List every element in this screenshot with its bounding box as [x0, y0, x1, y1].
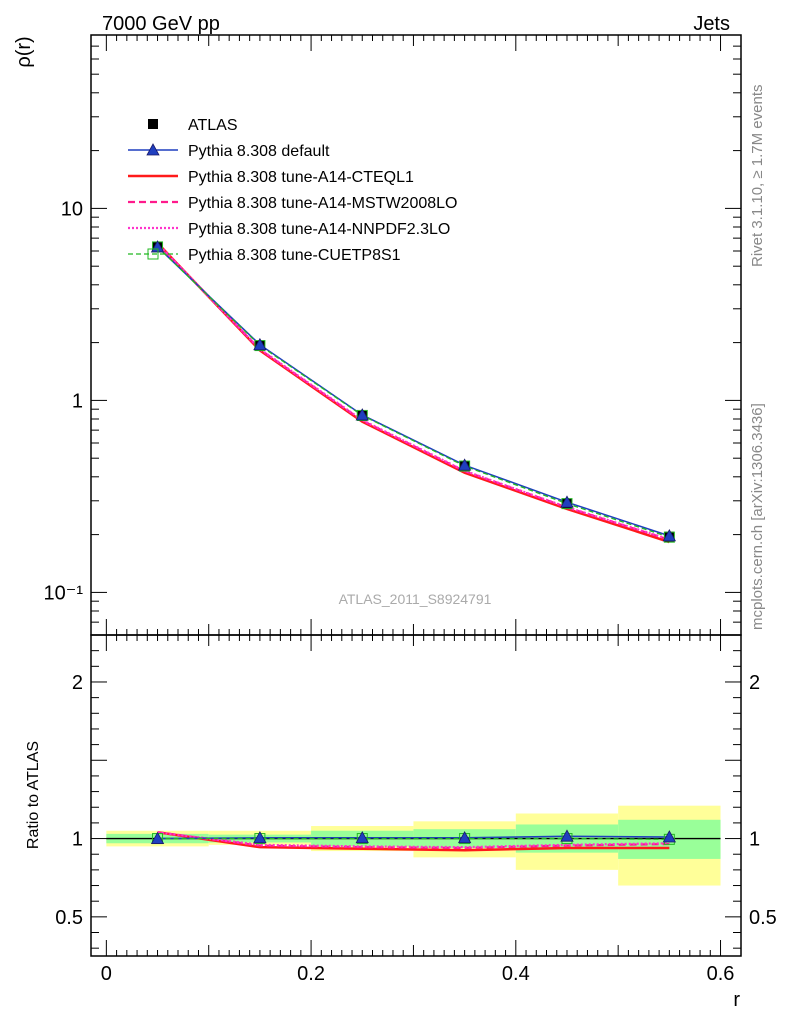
legend-label-default: Pythia 8.308 default — [188, 143, 330, 160]
y-tick-label-top: 1 — [72, 390, 83, 412]
series-line-nnpdf — [156, 242, 670, 541]
x-tick-label: 0.6 — [707, 963, 735, 985]
legend-item-cuetp8s1: Pythia 8.308 tune-CUETP8S1 — [128, 247, 401, 264]
legend-label-cteql1: Pythia 8.308 tune-A14-CTEQL1 — [188, 169, 414, 186]
x-tick-label: 0 — [101, 963, 112, 985]
bottom-panel-series — [150, 829, 677, 852]
header-left: 7000 GeV pp — [102, 13, 220, 35]
ratio-y-tick-label-left: 0.5 — [55, 907, 83, 929]
legend-label-atlas: ATLAS — [188, 117, 238, 134]
ratio-default-marker — [662, 830, 677, 843]
x-tick-label: 0.2 — [297, 963, 325, 985]
series-line-cteql1 — [156, 242, 670, 544]
ratio-default-marker — [457, 830, 472, 844]
default-marker — [457, 458, 472, 471]
ratio-y-tick-label-right: 2 — [749, 672, 760, 694]
legend-triangle-marker — [146, 143, 160, 156]
analysis-watermark: ATLAS_2011_S8924791 — [339, 591, 492, 607]
legend-atlas-marker — [148, 119, 158, 129]
ratio-default-marker — [253, 830, 267, 844]
series-line-default — [157, 246, 670, 537]
bottom-panel-frame — [90, 634, 742, 957]
ratio-default-marker — [150, 831, 165, 844]
axis-ticks — [91, 34, 741, 956]
mcplots-label: mcplots.cern.ch [arXiv:1306.3436] — [749, 403, 766, 630]
default-marker — [355, 408, 369, 421]
legend-item-default: Pythia 8.308 default — [128, 143, 330, 160]
series-line-cuetp8s1 — [157, 246, 670, 538]
legend-square-marker — [147, 248, 159, 260]
rivet-label: Rivet 3.1.10, ≥ 1.7M events — [749, 85, 766, 268]
top-y-axis-label: ρ(r) — [13, 36, 35, 67]
default-marker — [253, 337, 267, 351]
x-axis-label: r — [733, 989, 740, 1011]
series-line-mstw — [156, 242, 670, 541]
ratio-y-tick-label-right: 1 — [749, 829, 760, 851]
uncertainty-bands — [106, 805, 721, 886]
y-tick-label-top: 10 — [61, 198, 83, 220]
legend-item-cteql1: Pythia 8.308 tune-A14-CTEQL1 — [128, 169, 414, 186]
tick-labels: 10 1 10⁻¹ 2 2 1 1 0.5 0.5 0 0.2 0.4 0.6 — [44, 198, 777, 985]
legend-item-mstw: Pythia 8.308 tune-A14-MSTW2008LO — [128, 195, 457, 212]
ratio-y-tick-label-left: 1 — [72, 829, 83, 851]
legend-item-atlas: ATLAS — [148, 117, 238, 134]
y-tick-label-top: 10⁻¹ — [44, 582, 84, 604]
ratio-y-tick-label-left: 2 — [72, 672, 83, 694]
ratio-line-cuetp8s1 — [157, 837, 670, 840]
ratio-default-marker — [355, 830, 369, 844]
legend-label-mstw: Pythia 8.308 tune-A14-MSTW2008LO — [188, 195, 457, 212]
legend: ATLAS Pythia 8.308 default Pythia 8.308 tu… — [128, 117, 457, 264]
ratio-line-cteql1 — [157, 831, 670, 852]
header-right: Jets — [693, 13, 730, 35]
ratio-default-marker — [560, 829, 574, 842]
top-panel-series — [150, 240, 677, 544]
ratio-line-nnpdf — [157, 831, 670, 849]
default-marker — [560, 495, 574, 508]
legend-item-nnpdf: Pythia 8.308 tune-A14-NNPDF2.3LO — [128, 221, 450, 238]
default-marker — [662, 529, 677, 542]
ratio-line-default — [157, 835, 670, 840]
bottom-y-axis-label: Ratio to ATLAS — [25, 741, 42, 849]
x-tick-label: 0.4 — [502, 963, 530, 985]
legend-label-nnpdf: Pythia 8.308 tune-A14-NNPDF2.3LO — [188, 221, 450, 238]
ratio-y-tick-label-right: 0.5 — [749, 907, 777, 929]
legend-label-cuetp8s1: Pythia 8.308 tune-CUETP8S1 — [188, 247, 401, 264]
